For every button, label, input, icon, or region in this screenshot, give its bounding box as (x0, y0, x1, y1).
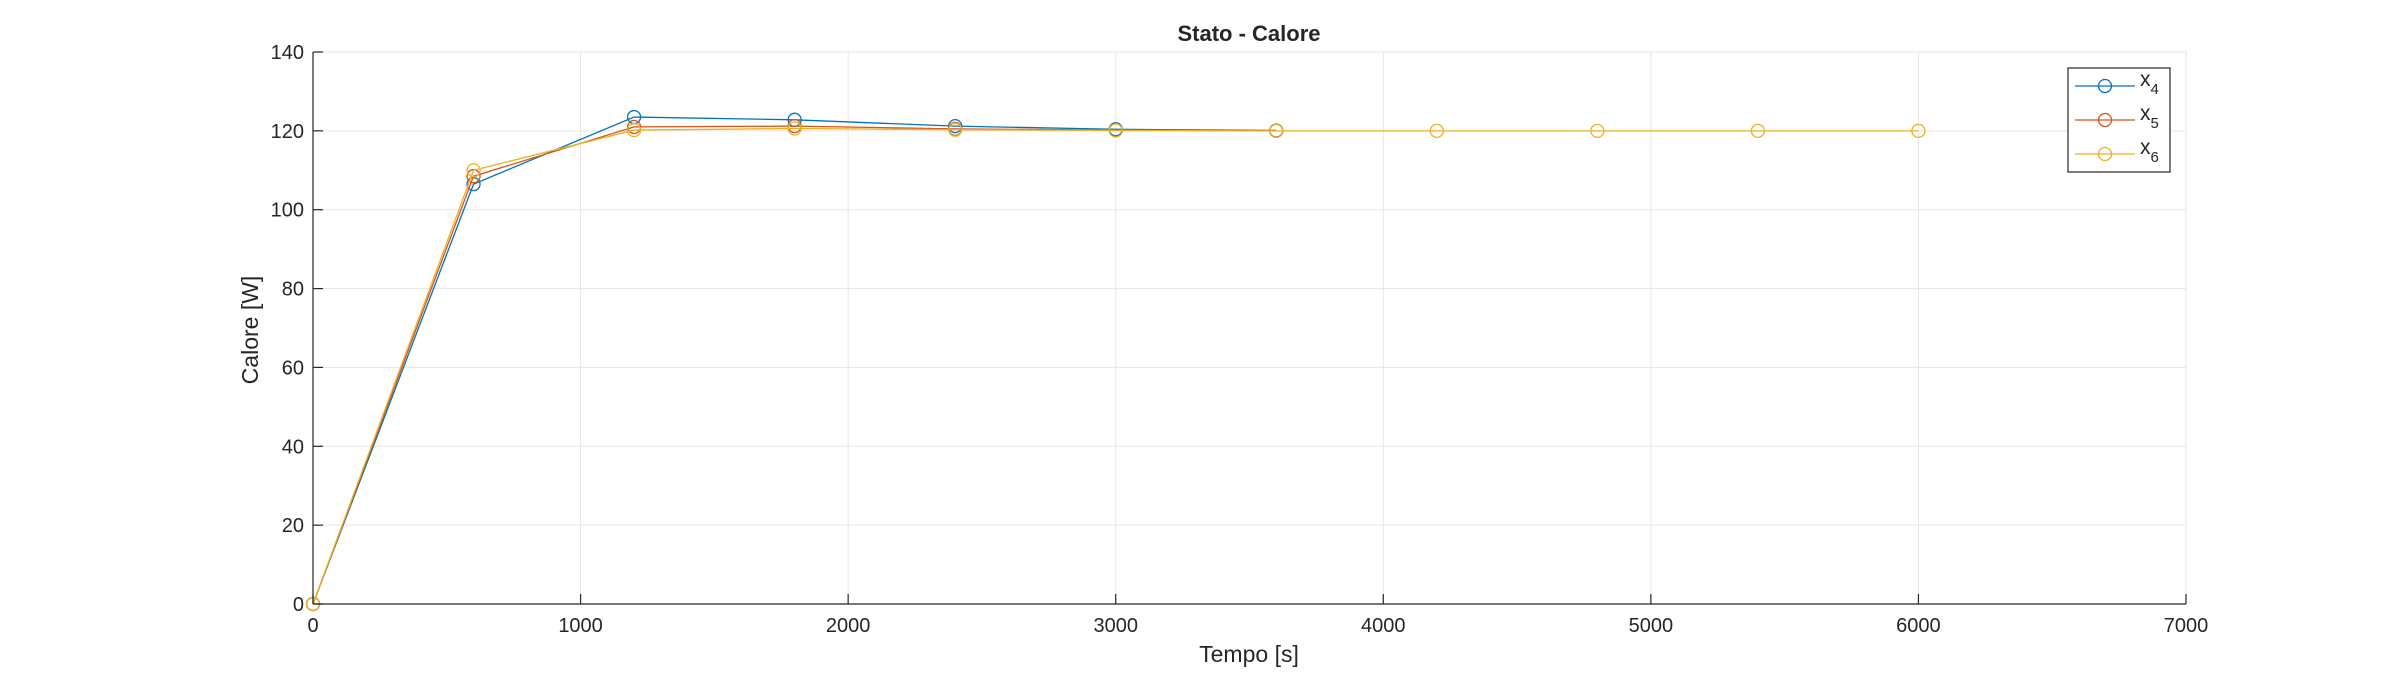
y-tick-label: 120 (271, 121, 304, 143)
legend-label-subscript: 6 (2151, 149, 2159, 166)
series-line (312, 127, 1919, 605)
x-axis-label: Tempo [s] (1199, 641, 1299, 667)
data-point (626, 122, 642, 138)
data-point (626, 119, 642, 135)
data-point (787, 121, 802, 136)
tick-labels: 0 1000 2000 3000 4000 5000 6000 7000 0 20 40 60 80 10… (271, 42, 2209, 637)
chart-title: Stato - Calore (1177, 21, 1320, 46)
y-tick-label: 80 (282, 279, 304, 301)
x-tick-label: 3000 (1093, 615, 1138, 637)
x-tick-label: 6000 (1896, 615, 1941, 637)
x-tick-label: 1000 (558, 615, 603, 637)
x-tick-label: 5000 (1629, 615, 1674, 637)
y-tick-label: 140 (271, 42, 304, 64)
data-point (1590, 123, 1605, 139)
legend-marker (2097, 78, 2113, 94)
y-tick-label: 60 (282, 357, 304, 379)
axes (312, 51, 2187, 605)
data-point (1108, 123, 1123, 138)
y-tick-label: 20 (282, 515, 304, 537)
x-tick-label: 0 (307, 615, 318, 637)
y-tick-label: 0 (293, 594, 304, 616)
data-point (466, 163, 481, 178)
legend-marker (2097, 146, 2113, 162)
data-point (948, 122, 963, 137)
y-axis-label: Calore [W] (237, 276, 263, 385)
data-point (1750, 123, 1766, 139)
x-tick-label: 2000 (826, 615, 871, 637)
series-layer (305, 109, 1926, 612)
y-tick-label: 100 (271, 200, 304, 222)
data-point (1911, 123, 1926, 139)
legend-label-subscript: 4 (2151, 81, 2159, 98)
x-tick-label: 4000 (1361, 615, 1406, 637)
data-point (1269, 123, 1284, 139)
data-point (1429, 123, 1444, 139)
legend-label-subscript: 5 (2151, 115, 2159, 132)
x-tick-label: 7000 (2164, 615, 2209, 637)
legend-marker (2097, 112, 2113, 128)
y-tick-label: 40 (282, 436, 304, 458)
plot-area (313, 52, 2186, 604)
